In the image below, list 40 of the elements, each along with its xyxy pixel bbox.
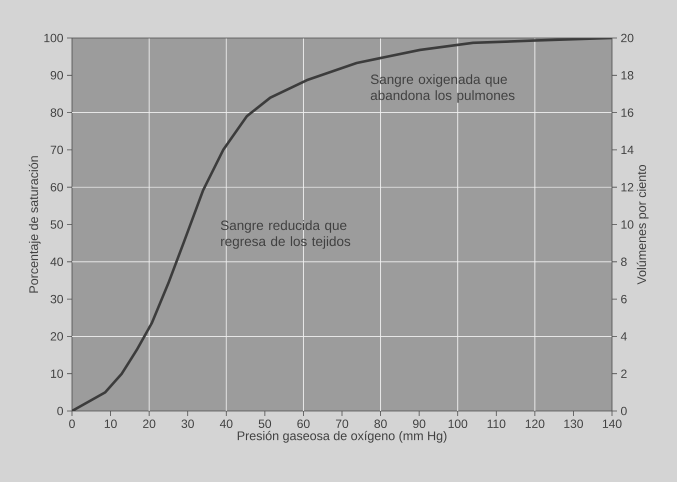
y-tick-label: 90 bbox=[50, 71, 64, 80]
x-tick-label: 70 bbox=[336, 420, 348, 428]
x-tick-label: 140 bbox=[602, 420, 622, 428]
y-tick-label: 40 bbox=[50, 258, 64, 266]
y-tick-label: 60 bbox=[50, 182, 64, 192]
y2-axis-title: Volúmenes por ciento bbox=[636, 164, 649, 285]
x-axis-title: Presión gaseosa de oxígeno (mm Hg) bbox=[238, 430, 446, 443]
y2-tick-label: 16 bbox=[621, 108, 634, 117]
x-tick-label: 100 bbox=[448, 420, 468, 428]
y-tick-label: 50 bbox=[50, 220, 64, 229]
y2-tick-label: 18 bbox=[621, 71, 634, 80]
y2-tick-label: 4 bbox=[620, 332, 627, 341]
x-tick-label: 50 bbox=[258, 420, 272, 428]
y-tick-label: 100 bbox=[44, 34, 63, 42]
y2-tick-label: 10 bbox=[621, 220, 634, 229]
x-tick-label: 60 bbox=[297, 420, 310, 428]
y2-tick-label: 12 bbox=[621, 183, 634, 192]
x-tick-label: 130 bbox=[564, 420, 583, 428]
y2-tick-label: 0 bbox=[621, 406, 627, 416]
x-tick-label: 20 bbox=[143, 420, 156, 428]
x-tick-label: 0 bbox=[69, 420, 75, 428]
x-tick-label: 110 bbox=[488, 420, 506, 428]
y-tick-label: 30 bbox=[50, 294, 64, 304]
y2-tick-label: 14 bbox=[621, 146, 634, 154]
x-tick-label: 10 bbox=[104, 420, 117, 428]
y-axis-title: Porcentaje de saturación bbox=[28, 156, 41, 293]
y-tick-label: 10 bbox=[51, 369, 64, 378]
y2-tick-label: 6 bbox=[621, 294, 627, 304]
x-tick-label: 80 bbox=[374, 420, 387, 428]
y2-tick-label: 20 bbox=[621, 34, 634, 42]
y-tick-label: 70 bbox=[50, 146, 64, 154]
y2-tick-label: 2 bbox=[621, 370, 627, 378]
y-tick-label: 80 bbox=[50, 108, 64, 117]
y-tick-label: 20 bbox=[50, 332, 64, 341]
x-tick-label: 120 bbox=[526, 420, 544, 428]
x-tick-label: 40 bbox=[220, 420, 232, 428]
x-tick-label: 30 bbox=[181, 420, 194, 428]
y-tick-label: 0 bbox=[57, 406, 64, 416]
y2-tick-label: 8 bbox=[621, 258, 627, 266]
x-tick-label: 90 bbox=[413, 420, 426, 428]
